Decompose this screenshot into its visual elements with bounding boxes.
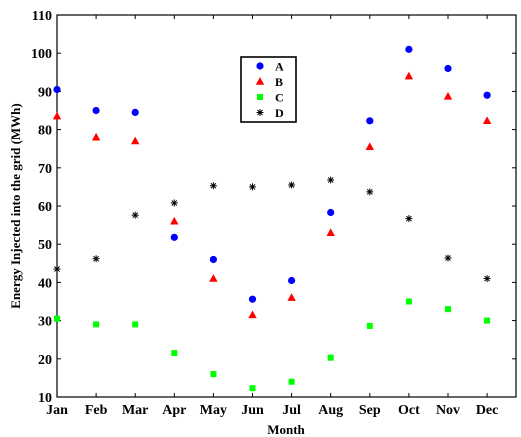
- data-point-a: [209, 255, 217, 264]
- data-point-c: [445, 306, 451, 313]
- data-point-c: [93, 321, 100, 328]
- data-point-b: [482, 116, 492, 125]
- y-tick-label: 80: [38, 124, 52, 139]
- data-point-c: [288, 378, 295, 385]
- y-tick-label: 10: [38, 391, 52, 406]
- data-point-a: [405, 45, 413, 53]
- legend-label-d: D: [275, 106, 284, 120]
- data-point-d: [405, 215, 413, 223]
- x-tick-label: Aug: [318, 403, 343, 418]
- data-point-d: [249, 183, 256, 191]
- data-point-c: [210, 371, 217, 378]
- data-point-d: [170, 199, 178, 207]
- data-point-b: [91, 132, 101, 141]
- data-point-a: [131, 108, 139, 117]
- data-point-b: [365, 142, 374, 150]
- y-tick-label: 90: [38, 85, 52, 100]
- data-point-c: [132, 321, 139, 328]
- x-tick-label: Mar: [122, 403, 148, 418]
- y-tick-label: 40: [38, 276, 52, 291]
- legend-marker-b: [255, 77, 265, 85]
- data-point-a: [483, 91, 491, 99]
- x-tick-label: Jul: [282, 403, 301, 418]
- data-point-d: [131, 211, 139, 219]
- x-tick-label: Jan: [46, 403, 68, 418]
- data-point-c: [327, 354, 334, 361]
- data-point-d: [327, 176, 335, 184]
- x-tick-label: Nov: [436, 403, 460, 418]
- legend-marker-c: [257, 94, 263, 100]
- legend-box: [240, 56, 297, 123]
- x-tick-label: Feb: [85, 403, 108, 418]
- data-point-a: [248, 295, 257, 303]
- data-point-a: [444, 64, 452, 73]
- y-tick-label: 110: [32, 9, 52, 24]
- y-tick-label: 60: [38, 200, 52, 215]
- data-point-d: [366, 188, 374, 196]
- data-point-b: [209, 274, 218, 282]
- data-point-b: [131, 136, 140, 145]
- data-point-d: [444, 254, 452, 262]
- data-point-a: [53, 85, 61, 94]
- data-point-d: [209, 182, 217, 190]
- legend-marker-d: [256, 109, 264, 116]
- y-axis: 10 20 30 40 50 60 70 80 90 100 110: [31, 9, 516, 406]
- legend-label-a: A: [275, 60, 284, 74]
- data-point-c: [405, 298, 412, 305]
- legend-label-c: C: [275, 91, 284, 105]
- data-point-b: [287, 293, 296, 301]
- y-tick-label: 20: [38, 353, 52, 368]
- y-tick-label: 70: [38, 162, 52, 177]
- x-tick-label: Oct: [398, 403, 420, 418]
- data-point-c: [54, 315, 60, 322]
- data-point-b: [443, 91, 453, 100]
- data-point-d: [92, 255, 100, 263]
- data-point-d: [53, 265, 61, 273]
- data-point-c: [484, 317, 491, 324]
- data-point-c: [171, 350, 178, 357]
- data-point-b: [404, 71, 414, 80]
- y-axis-title: Energy Injected into the grid (MWh): [8, 103, 23, 308]
- data-point-b: [248, 310, 257, 319]
- data-points: [52, 45, 492, 392]
- legend-label-b: B: [275, 75, 283, 89]
- data-point-c: [366, 322, 373, 329]
- x-tick-label: Dec: [476, 403, 499, 418]
- y-tick-label: 50: [38, 238, 52, 253]
- data-point-c: [249, 385, 256, 392]
- data-point-a: [92, 106, 100, 115]
- data-point-b: [170, 216, 179, 225]
- data-point-d: [288, 181, 296, 189]
- data-point-b: [326, 228, 335, 236]
- x-axis: Jan Feb Mar Apr May Jun Jul Aug Sep Oct Nov Dec: [46, 15, 498, 418]
- x-tick-label: May: [200, 403, 227, 418]
- x-tick-label: Jun: [241, 403, 264, 418]
- x-axis-title: Month: [267, 422, 305, 437]
- data-point-b: [52, 111, 62, 120]
- data-point-a: [366, 117, 374, 125]
- data-point-d: [483, 275, 491, 283]
- data-point-a: [288, 276, 296, 285]
- y-tick-label: 100: [31, 47, 52, 62]
- data-point-a: [327, 208, 335, 217]
- legend-marker-a: [256, 62, 264, 70]
- data-point-a: [170, 233, 178, 241]
- y-tick-label: 30: [38, 315, 52, 330]
- x-tick-label: Sep: [359, 403, 381, 418]
- x-tick-label: Apr: [162, 403, 186, 418]
